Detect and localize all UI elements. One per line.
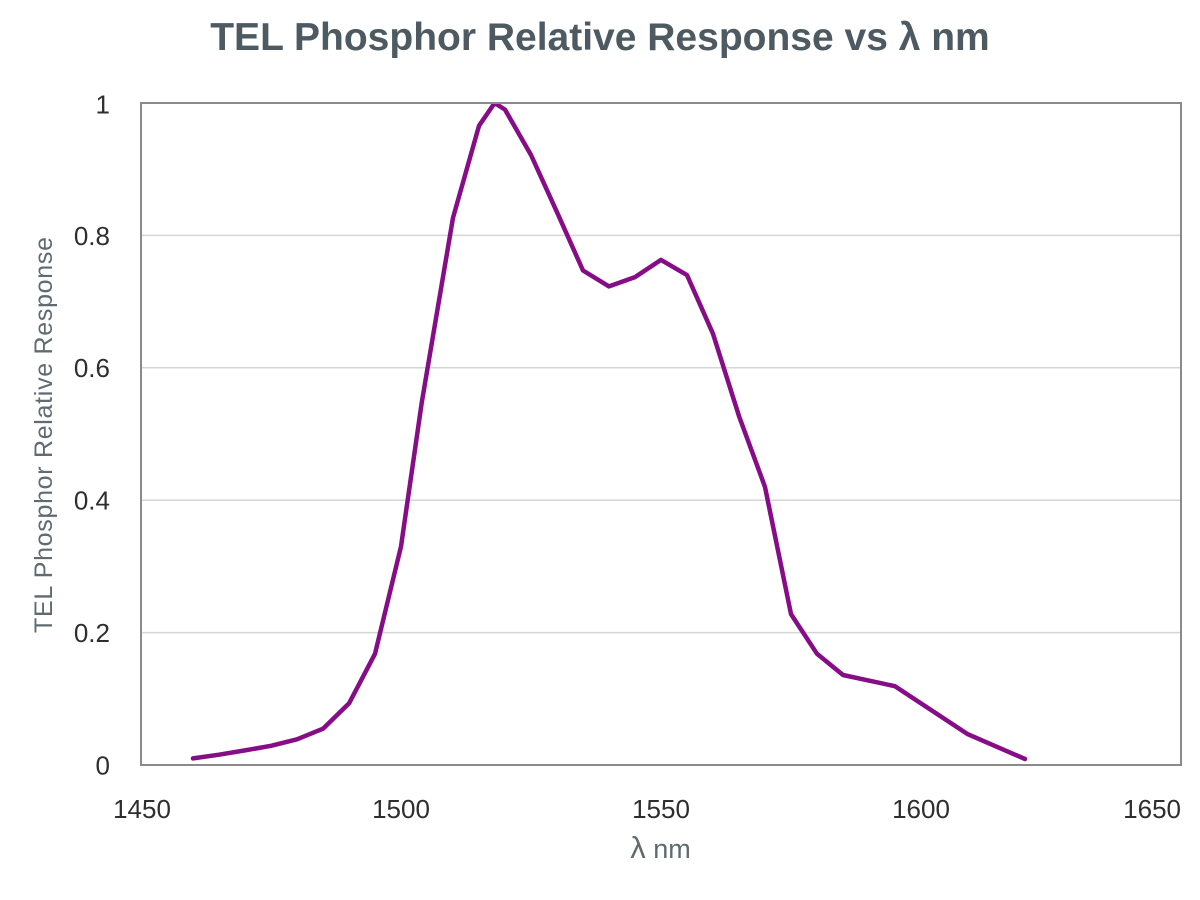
svg-text:1500: 1500 bbox=[372, 794, 430, 824]
svg-text:λ nm: λ nm bbox=[630, 830, 691, 865]
svg-text:TEL Phosphor Relative Response: TEL Phosphor Relative Response bbox=[30, 237, 58, 633]
svg-text:1450: 1450 bbox=[113, 794, 171, 824]
svg-text:0.2: 0.2 bbox=[74, 618, 110, 648]
svg-text:1: 1 bbox=[96, 89, 110, 119]
svg-text:1550: 1550 bbox=[632, 794, 690, 824]
svg-text:TEL Phosphor Relative Response: TEL Phosphor Relative Response vs λ nm bbox=[210, 16, 990, 59]
svg-text:0: 0 bbox=[96, 750, 110, 780]
svg-text:1650: 1650 bbox=[1123, 794, 1181, 824]
svg-text:0.8: 0.8 bbox=[74, 221, 110, 251]
svg-text:0.6: 0.6 bbox=[74, 353, 110, 383]
svg-text:0.4: 0.4 bbox=[74, 486, 110, 516]
svg-text:1600: 1600 bbox=[892, 794, 950, 824]
